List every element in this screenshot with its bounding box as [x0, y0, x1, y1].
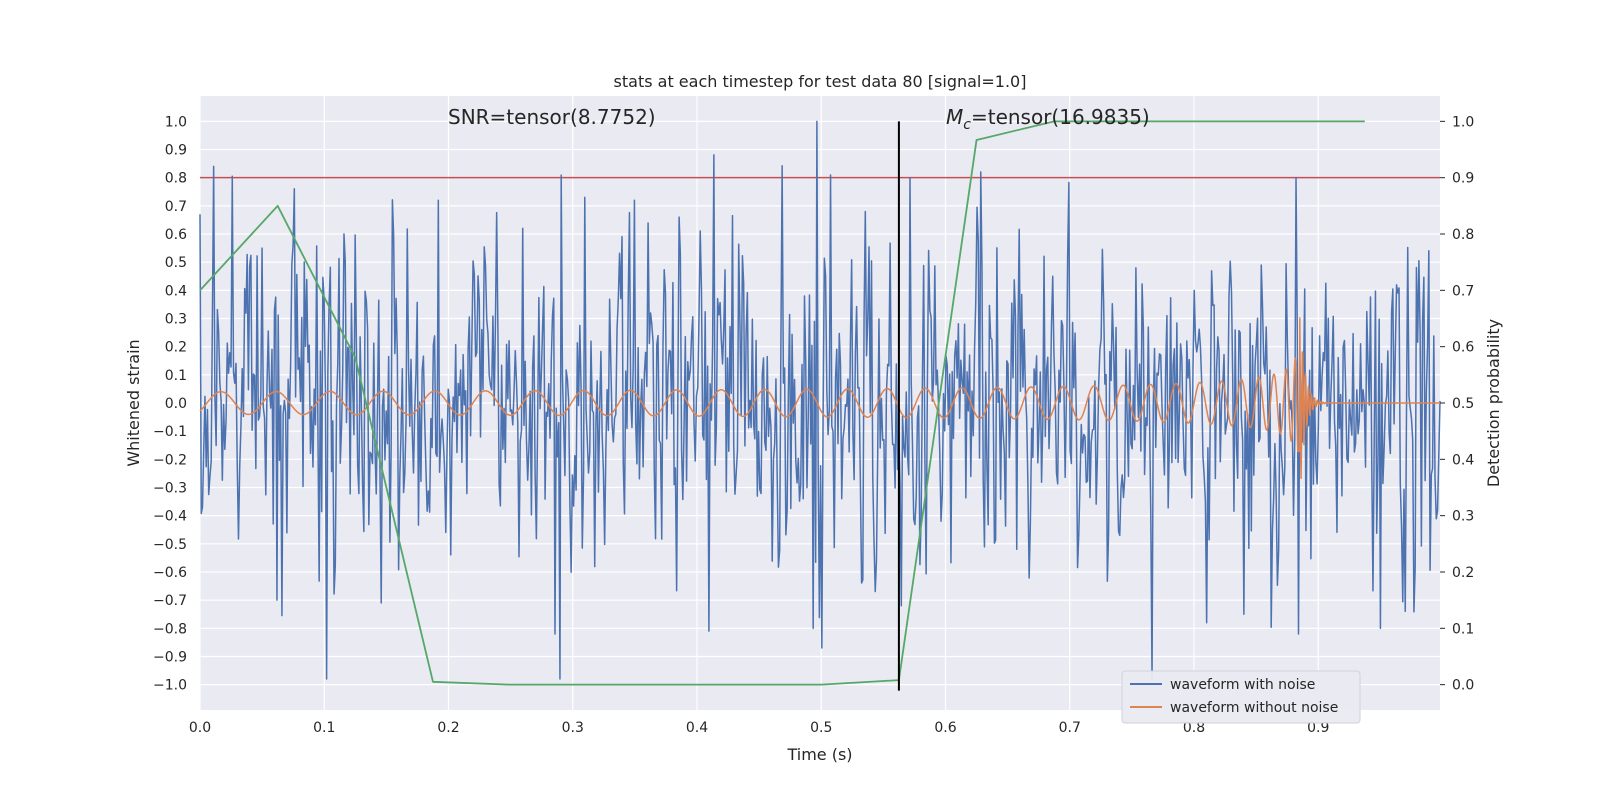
y-tick-label: −0.7	[153, 593, 187, 609]
y2-axis-ticks: 1.0 0.9 0.8 0.7 0.6 0.5 0.4 0.3 0.2 0.1 0.0	[1440, 114, 1474, 694]
y-tick-label: 0.9	[165, 143, 187, 159]
y-tick-label: −0.5	[153, 537, 187, 553]
y2-tick-label: 0.0	[1452, 678, 1474, 694]
x-axis-ticks: 0.0 0.1 0.2 0.3 0.4 0.5 0.6 0.7 0.8 0.9	[189, 720, 1330, 736]
y2-tick-label: 0.9	[1452, 171, 1474, 187]
series-waveform-with-noise	[199, 120, 1441, 680]
y-tick-label: −0.2	[153, 452, 187, 468]
y2-axis-label: Detection probability	[1484, 319, 1503, 487]
legend-label-noise: waveform with noise	[1170, 677, 1315, 693]
y-tick-label: −0.4	[153, 509, 187, 525]
y-tick-label: −0.1	[153, 424, 187, 440]
chirp-mass-symbol: M	[946, 105, 963, 129]
x-tick-label: 0.6	[934, 720, 956, 736]
y2-tick-label: 0.8	[1452, 227, 1474, 243]
x-axis-label: Time (s)	[786, 745, 852, 764]
legend-label-clean: waveform without noise	[1170, 700, 1338, 716]
y2-tick-label: 0.7	[1452, 283, 1474, 299]
y-tick-label: −0.9	[153, 649, 187, 665]
y2-tick-label: 0.2	[1452, 565, 1474, 581]
series-waveform-without-noise	[199, 317, 1441, 480]
chart-title: stats at each timestep for test data 80 …	[614, 72, 1027, 91]
x-tick-label: 0.3	[562, 720, 584, 736]
x-tick-label: 0.9	[1307, 720, 1329, 736]
y-tick-label: 0.5	[165, 255, 187, 271]
y-tick-label: 0.0	[165, 396, 187, 412]
y-tick-label: −1.0	[153, 678, 187, 694]
y-tick-label: 0.8	[165, 171, 187, 187]
x-tick-label: 0.0	[189, 720, 211, 736]
y-tick-label: 0.3	[165, 312, 187, 328]
y-tick-label: 0.6	[165, 227, 187, 243]
x-tick-label: 0.2	[437, 720, 459, 736]
y-tick-label: 0.7	[165, 199, 187, 215]
x-tick-label: 0.5	[810, 720, 832, 736]
x-tick-label: 0.1	[313, 720, 335, 736]
y-tick-label: −0.3	[153, 480, 187, 496]
legend: waveform with noise waveform without noi…	[1121, 670, 1361, 724]
y-tick-label: 0.2	[165, 340, 187, 356]
series-layer	[199, 120, 1441, 686]
y-tick-label: 1.0	[165, 114, 187, 130]
x-tick-label: 0.8	[1183, 720, 1205, 736]
y2-tick-label: 0.3	[1452, 509, 1474, 525]
chirp-mass-value: =tensor(16.9835)	[971, 105, 1150, 129]
y2-tick-label: 0.1	[1452, 621, 1474, 637]
legend-box	[1121, 670, 1361, 724]
y-tick-label: −0.6	[153, 565, 187, 581]
y-axis-label: Whitened strain	[124, 339, 143, 466]
x-tick-label: 0.4	[686, 720, 708, 736]
chirp-mass-subscript: c	[963, 117, 971, 133]
y-tick-label: 0.1	[165, 368, 187, 384]
y-tick-label: −0.8	[153, 621, 187, 637]
y-tick-label: 0.4	[165, 283, 187, 299]
y2-tick-label: 0.4	[1452, 452, 1474, 468]
y2-tick-label: 0.6	[1452, 340, 1474, 356]
chirp-mass-annotation: Mc=tensor(16.9835)	[946, 105, 1150, 133]
y-axis-ticks: 1.0 0.9 0.8 0.7 0.6 0.5 0.4 0.3 0.2 0.1 0.0 −0.1 −0.…	[153, 114, 187, 693]
series-detection-probability	[199, 120, 1365, 686]
snr-annotation: SNR=tensor(8.7752)	[448, 105, 656, 129]
x-tick-label: 0.7	[1059, 720, 1081, 736]
y2-tick-label: 1.0	[1452, 114, 1474, 130]
y2-tick-label: 0.5	[1452, 396, 1474, 412]
